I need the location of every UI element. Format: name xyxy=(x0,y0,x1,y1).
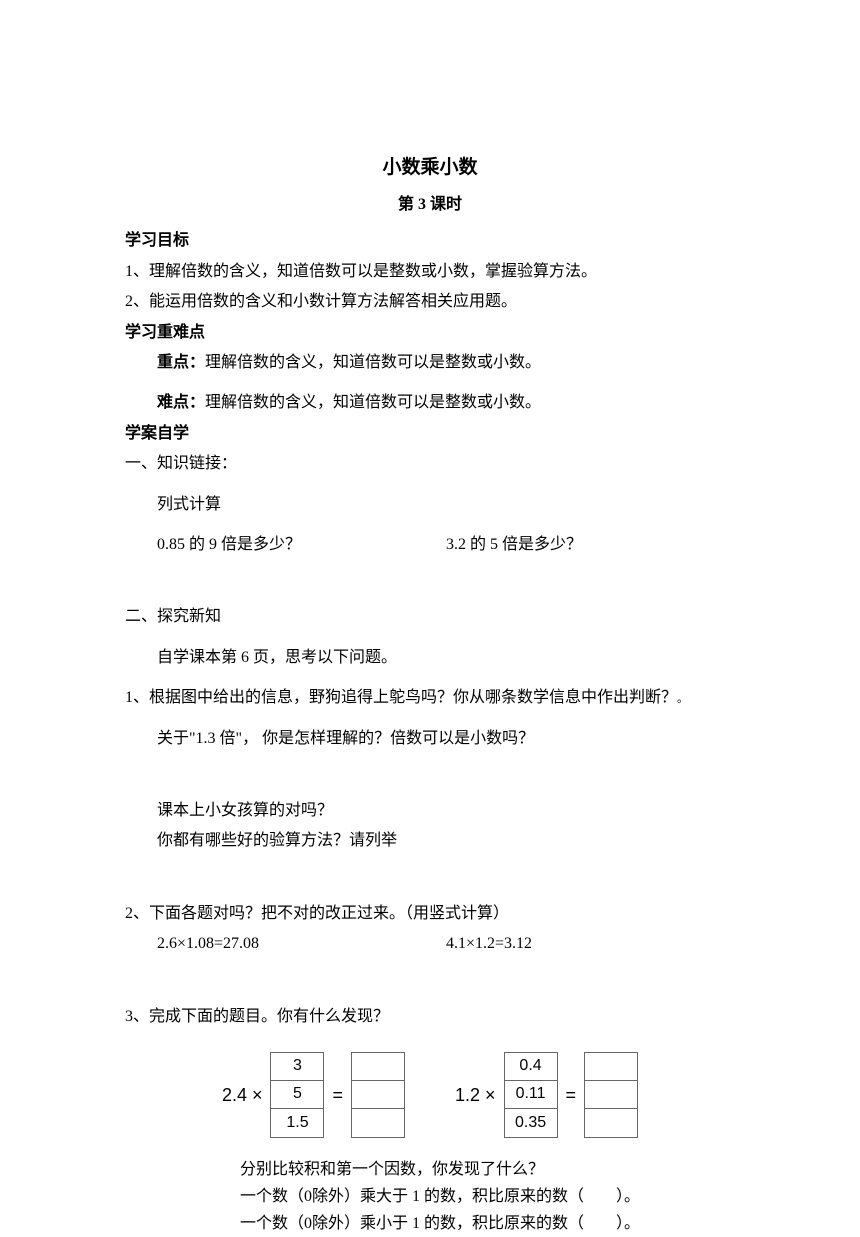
footer-line1: 分别比较积和第一个因数，你发现了什么？ xyxy=(240,1156,735,1183)
eq2-res-2[interactable] xyxy=(585,1081,637,1109)
eq2-result-table xyxy=(584,1052,638,1138)
part2-q2-eq2: 4.1×1.2=3.12 xyxy=(446,929,735,959)
equation-group-2: 1.2 × 0.4 0.11 0.35 = xyxy=(455,1052,638,1138)
part2-q2-equations: 2.6×1.08=27.08 4.1×1.2=3.12 xyxy=(125,929,735,959)
keypoints-heading: 学习重难点 xyxy=(125,318,735,348)
equation-group-1: 2.4 × 3 5 1.5 = xyxy=(222,1052,405,1138)
keypoint-difficulty-row: 难点：理解倍数的含义，知道倍数可以是整数或小数。 xyxy=(125,388,735,418)
keypoint-focus-row: 重点：理解倍数的含义，知道倍数可以是整数或小数。 xyxy=(125,348,735,378)
objective-item-1: 1、理解倍数的含义，知道倍数可以是整数或小数，掌握验算方法。 xyxy=(125,257,735,287)
selfstudy-heading: 学案自学 xyxy=(125,419,735,449)
part2-q1-line1: 1、根据图中给出的信息，野狗追得上鸵鸟吗？你从哪条数学信息中作出判断？。 xyxy=(125,683,735,713)
eq1-val-1: 3 xyxy=(271,1053,323,1081)
eq2-val-1: 0.4 xyxy=(505,1053,557,1081)
part2-q1-line2: 关于"1.3 倍"， 你是怎样理解的？倍数可以是小数吗？ xyxy=(125,724,735,754)
eq1-res-3[interactable] xyxy=(352,1109,404,1137)
eq1-equals: = xyxy=(332,1078,343,1112)
eq1-input-table: 3 5 1.5 xyxy=(270,1052,324,1138)
part1-q2: 3.2 的 5 倍是多少？ xyxy=(446,530,735,560)
footer-text: 分别比较积和第一个因数，你发现了什么？ 一个数（0除外）乘大于 1 的数，积比原… xyxy=(125,1156,735,1237)
part2-heading: 二、探究新知 xyxy=(125,602,735,632)
eq2-val-2: 0.11 xyxy=(505,1081,557,1109)
eq1-result-table xyxy=(351,1052,405,1138)
part1-heading: 一、知识链接： xyxy=(125,449,735,479)
footer-line2: 一个数（0除外）乘大于 1 的数，积比原来的数（）。 xyxy=(240,1183,735,1210)
focus-text: 理解倍数的含义，知道倍数可以是整数或小数。 xyxy=(205,354,541,371)
equation-area: 2.4 × 3 5 1.5 = 1.2 × 0.4 0.11 0.35 = xyxy=(125,1052,735,1138)
page-title: 小数乘小数 xyxy=(125,150,735,186)
part1-questions: 0.85 的 9 倍是多少？ 3.2 的 5 倍是多少？ xyxy=(125,530,735,560)
part1-task-label: 列式计算 xyxy=(125,490,735,520)
footer-line3: 一个数（0除外）乘小于 1 的数，积比原来的数（）。 xyxy=(240,1210,735,1237)
eq1-prefix: 2.4 × xyxy=(222,1078,263,1112)
eq2-equals: = xyxy=(566,1078,577,1112)
objectives-heading: 学习目标 xyxy=(125,226,735,256)
eq2-input-table: 0.4 0.11 0.35 xyxy=(504,1052,558,1138)
eq1-res-1[interactable] xyxy=(352,1053,404,1081)
difficulty-text: 理解倍数的含义，知道倍数可以是整数或小数。 xyxy=(205,394,541,411)
difficulty-label: 难点： xyxy=(157,394,205,411)
part2-q3-heading: 3、完成下面的题目。你有什么发现？ xyxy=(125,1002,735,1032)
part2-q1-line4: 你都有哪些好的验算方法？请列举 xyxy=(125,826,735,856)
page-subtitle: 第 3 课时 xyxy=(125,190,735,220)
eq2-val-3: 0.35 xyxy=(505,1109,557,1137)
part2-instruction: 自学课本第 6 页，思考以下问题。 xyxy=(125,643,735,673)
eq2-res-3[interactable] xyxy=(585,1109,637,1137)
objective-item-2: 2、能运用倍数的含义和小数计算方法解答相关应用题。 xyxy=(125,287,735,317)
eq1-val-2: 5 xyxy=(271,1081,323,1109)
part2-q1-line3: 课本上小女孩算的对吗？ xyxy=(125,796,735,826)
part2-q2-eq1: 2.6×1.08=27.08 xyxy=(157,929,446,959)
part2-q2-heading: 2、下面各题对吗？把不对的改正过来。（用竖式计算） xyxy=(125,899,735,929)
part1-q1: 0.85 的 9 倍是多少？ xyxy=(157,530,446,560)
eq2-prefix: 1.2 × xyxy=(455,1078,496,1112)
eq1-res-2[interactable] xyxy=(352,1081,404,1109)
eq2-res-1[interactable] xyxy=(585,1053,637,1081)
focus-label: 重点： xyxy=(157,354,205,371)
eq1-val-3: 1.5 xyxy=(271,1109,323,1137)
